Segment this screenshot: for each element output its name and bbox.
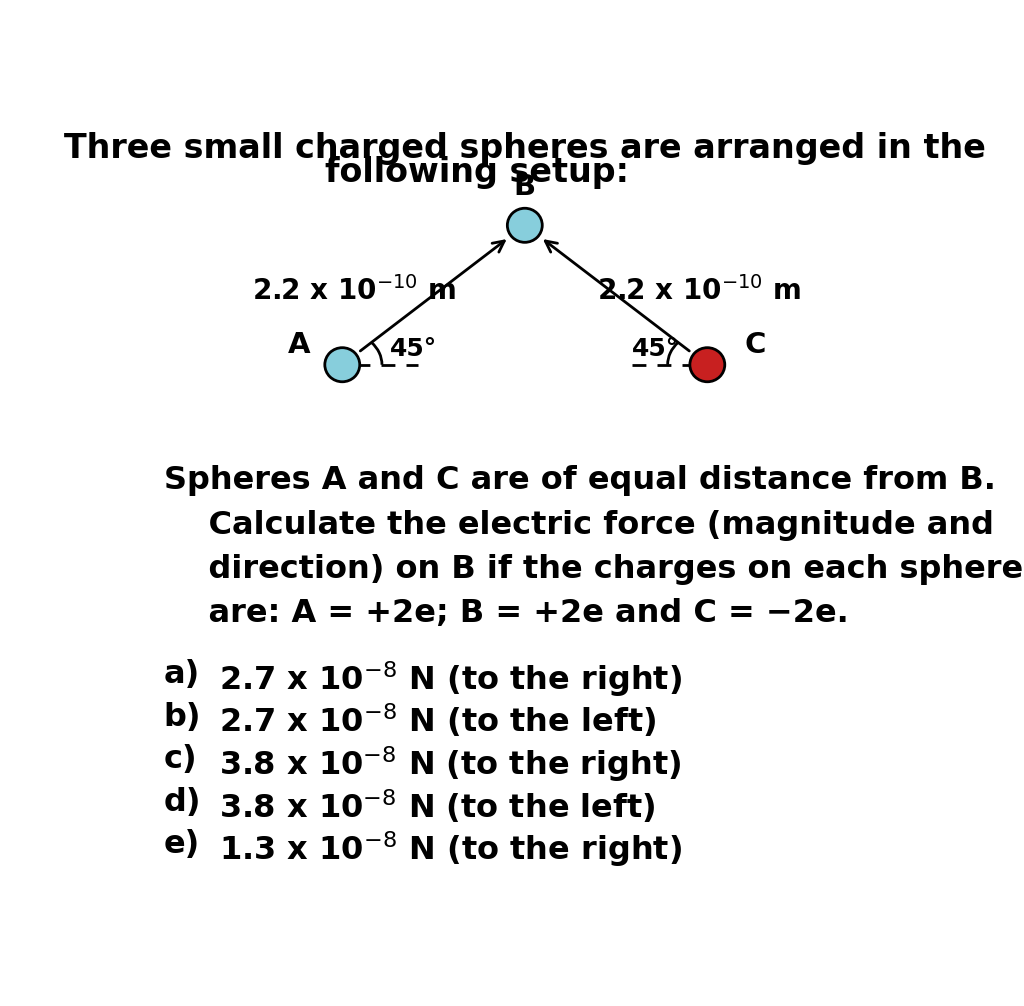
Text: are: A = +2e; B = +2e and C = −2e.: are: A = +2e; B = +2e and C = −2e. xyxy=(164,598,849,629)
Text: 2.2 x 10$^{-10}$ m: 2.2 x 10$^{-10}$ m xyxy=(597,277,802,306)
Text: 3.8 x 10$^{-8}$ N (to the left): 3.8 x 10$^{-8}$ N (to the left) xyxy=(219,787,656,825)
Text: Spheres A and C are of equal distance from B.: Spheres A and C are of equal distance fr… xyxy=(164,466,995,496)
Text: 45°: 45° xyxy=(632,337,679,361)
Text: Calculate the electric force (magnitude and: Calculate the electric force (magnitude … xyxy=(164,510,993,540)
Text: following setup:: following setup: xyxy=(326,156,629,188)
Text: 2.2 x 10$^{-10}$ m: 2.2 x 10$^{-10}$ m xyxy=(252,277,457,306)
Text: Three small charged spheres are arranged in the: Three small charged spheres are arranged… xyxy=(63,133,986,165)
Text: A: A xyxy=(288,331,310,359)
Text: c): c) xyxy=(164,744,198,776)
Text: e): e) xyxy=(164,830,200,860)
Circle shape xyxy=(507,208,543,242)
Text: C: C xyxy=(744,331,766,359)
Text: 2.7 x 10$^{-8}$ N (to the right): 2.7 x 10$^{-8}$ N (to the right) xyxy=(219,659,682,699)
Text: 45°: 45° xyxy=(390,337,437,361)
Text: 1.3 x 10$^{-8}$ N (to the right): 1.3 x 10$^{-8}$ N (to the right) xyxy=(219,830,682,869)
Text: B: B xyxy=(514,173,536,200)
Text: direction) on B if the charges on each sphere: direction) on B if the charges on each s… xyxy=(164,553,1023,584)
Text: b): b) xyxy=(164,702,201,732)
Circle shape xyxy=(325,348,359,381)
Text: d): d) xyxy=(164,787,201,818)
Text: a): a) xyxy=(164,659,200,690)
Text: 3.8 x 10$^{-8}$ N (to the right): 3.8 x 10$^{-8}$ N (to the right) xyxy=(219,744,682,784)
Circle shape xyxy=(690,348,725,381)
Text: 2.7 x 10$^{-8}$ N (to the left): 2.7 x 10$^{-8}$ N (to the left) xyxy=(219,702,656,739)
